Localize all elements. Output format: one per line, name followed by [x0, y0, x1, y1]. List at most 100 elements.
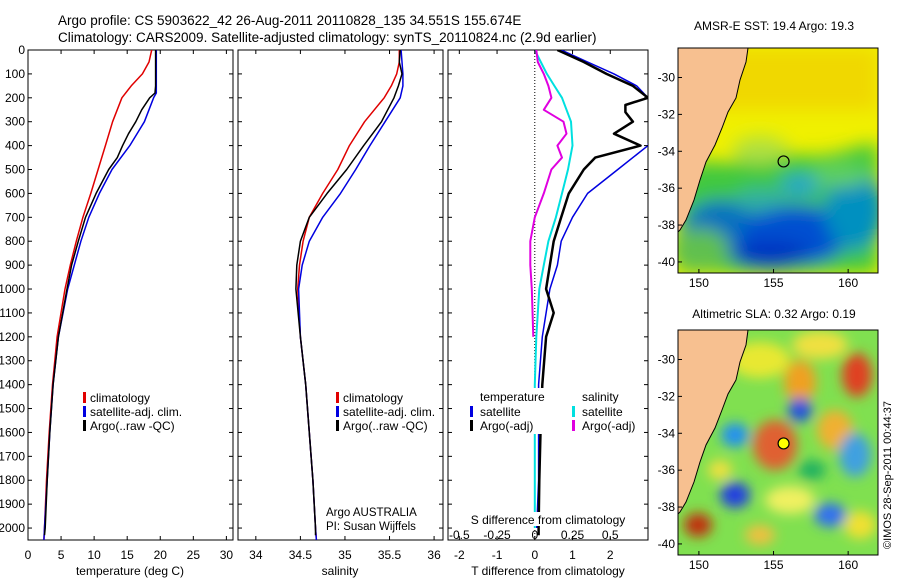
map-y-tick-label: -34	[658, 426, 676, 440]
y-tick-label: 1700	[0, 449, 25, 463]
s-tick-label: -0.25	[483, 528, 511, 542]
legend-label-climatology: climatology	[343, 391, 403, 405]
x-tick-label: 36	[427, 548, 441, 562]
legend-swatch-s-satellite	[572, 406, 575, 417]
map-x-tick-label: 150	[689, 558, 709, 572]
x-tick-label: 0	[531, 548, 538, 562]
x-tick-label: 25	[187, 548, 201, 562]
legend-swatch-t-argo	[470, 420, 473, 431]
y-tick-label: 2000	[0, 521, 25, 535]
x-tick-label: 34	[249, 548, 263, 562]
legend-label-s-satellite: satellite	[582, 405, 623, 419]
map-x-tick-label: 155	[764, 276, 784, 290]
sst-coastline	[678, 48, 749, 233]
x-tick-label: 35	[338, 548, 352, 562]
map-y-tick-label: -32	[658, 107, 676, 121]
x-tick-label: 5	[58, 548, 65, 562]
legend-heading-salinity: salinity	[582, 390, 619, 404]
y-tick-label: 200	[5, 91, 25, 105]
temperature-tick-labels: 0 5 10 15 20 25 30	[25, 49, 234, 562]
pi-label: PI: Susan Wijffels	[326, 521, 416, 533]
temperature-panel: 0100200300400500600700800900100011001200…	[0, 43, 234, 578]
s-tick-label: 0.25	[561, 528, 585, 542]
t-difference-xlabel: T difference from climatology	[471, 564, 625, 578]
y-tick-label: 1400	[0, 378, 25, 392]
legend-swatch-argo	[83, 420, 86, 431]
y-tick-label: 1900	[0, 497, 25, 511]
legend-label-argo: Argo(..raw -QC)	[90, 419, 175, 433]
y-tick-label: 1300	[0, 354, 25, 368]
x-tick-label: 34.5	[289, 548, 313, 562]
y-tick-label: 600	[5, 186, 25, 200]
s-label-backdrop	[466, 512, 632, 526]
map-y-tick-label: -40	[658, 537, 676, 551]
legend-label-argo: Argo(..raw -QC)	[343, 419, 428, 433]
difference-panel: -2 -1 0 1 2 -0.5 -0.25 0 0.25 0.5 T difference f…	[447, 49, 649, 578]
x-tick-label: -1	[492, 548, 503, 562]
sla-argo-marker	[777, 437, 790, 450]
sla-coastline	[678, 330, 749, 515]
sla-map-title: Altimetric SLA: 0.32 Argo: 0.19	[692, 307, 856, 321]
salinity-tick-labels: 34 34.5 35 35.5 36	[238, 49, 443, 562]
map-y-tick-label: -32	[658, 389, 676, 403]
legend-label-satellite: satellite-adj. clim.	[90, 405, 182, 419]
y-tick-label: 300	[5, 115, 25, 129]
sla-map-panel: Altimetric SLA: 0.32 Argo: 0.19	[658, 307, 879, 572]
s-difference-tick-labels: -0.5 -0.25 0 0.25 0.5	[449, 528, 619, 542]
y-tick-label: 900	[5, 258, 25, 272]
legend-swatch-climatology	[336, 392, 339, 403]
s-tick-label: -0.5	[449, 528, 470, 542]
legend-swatch-s-argo	[572, 420, 575, 431]
map-y-tick-label: -36	[658, 181, 676, 195]
salinity-series	[295, 50, 404, 540]
map-x-tick-label: 155	[764, 558, 784, 572]
x-tick-label: 1	[569, 548, 576, 562]
sla-tick-labels: 150 155 160 -30 -32 -34 -36 -38 -40	[658, 353, 859, 572]
y-tick-label: 1200	[0, 330, 25, 344]
y-tick-label: 1100	[0, 306, 25, 320]
map-y-tick-label: -38	[658, 218, 676, 232]
x-tick-label: 10	[87, 548, 101, 562]
series-line-argo-raw-qc-	[43, 50, 157, 536]
y-tick-label: 700	[5, 210, 25, 224]
y-tick-label: 400	[5, 139, 25, 153]
sla-map-frame	[677, 329, 879, 556]
temperature-series	[43, 50, 158, 540]
s-difference-xlabel: S difference from climatology	[471, 513, 626, 527]
map-x-tick-label: 150	[689, 276, 709, 290]
map-y-tick-label: -34	[658, 144, 676, 158]
legend-label-t-argo: Argo(-adj)	[480, 419, 533, 433]
legend-swatch-climatology	[83, 392, 86, 403]
sst-patterns	[678, 48, 878, 273]
map-y-tick-label: -40	[658, 255, 676, 269]
legend-label-satellite: satellite-adj. clim.	[343, 405, 435, 419]
map-y-tick-label: -38	[658, 500, 676, 514]
sla-field	[678, 330, 878, 555]
x-tick-label: 0	[25, 548, 32, 562]
x-tick-label: 2	[607, 548, 614, 562]
header-line-1: Argo profile: CS 5903622_42 26-Aug-2011 …	[58, 13, 521, 28]
map-x-tick-label: 160	[838, 558, 858, 572]
legend-swatch-argo	[336, 420, 339, 431]
salinity-panel: 34 34.5 35 35.5 36 salinity climatology sate…	[237, 49, 444, 578]
sst-map-title: AMSR-E SST: 19.4 Argo: 19.3	[694, 19, 854, 33]
temperature-axes-box	[27, 49, 234, 541]
salinity-legend: climatology satellite-adj. clim. Argo(..…	[336, 391, 435, 433]
temperature-legend: climatology satellite-adj. clim. Argo(..…	[83, 391, 182, 433]
program-label: Argo AUSTRALIA	[326, 507, 417, 519]
legend-label-t-satellite: satellite	[480, 405, 521, 419]
x-tick-label: -2	[454, 548, 465, 562]
y-tick-label: 1500	[0, 402, 25, 416]
sst-map-frame	[677, 47, 879, 274]
salinity-xlabel: salinity	[322, 564, 359, 578]
series-line-argo-raw-qc-	[295, 50, 403, 536]
sla-patterns	[684, 331, 876, 545]
map-x-tick-label: 160	[838, 276, 858, 290]
sst-argo-marker	[777, 155, 790, 168]
x-tick-label: 30	[220, 548, 234, 562]
depth-tick-labels: 0 100 200 300 400 500 600 700 800 900 1000 1100 1200…	[0, 43, 25, 535]
map-y-tick-label: -30	[658, 71, 676, 85]
x-tick-label: 35.5	[378, 548, 402, 562]
legend-heading-temperature: temperature	[480, 390, 545, 404]
